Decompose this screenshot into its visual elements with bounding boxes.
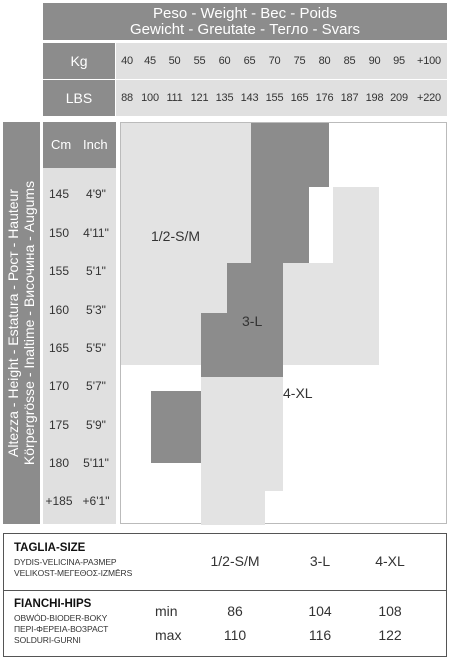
hips-subtitle-2: ΠΕΡΙ-ΦΕΡΕΙΑ-ВОЗРАСТ (14, 624, 109, 634)
lbs-value: 143 (240, 92, 259, 104)
inch-value: 5'9" (86, 418, 106, 432)
hips-max-value: 122 (378, 627, 402, 643)
lbs-label: LBS (43, 80, 115, 116)
kg-value: 80 (318, 55, 331, 67)
kg-value: 70 (268, 55, 281, 67)
zone-size3-mid (283, 263, 333, 365)
hips-max-value: 110 (223, 627, 247, 643)
hips-subtitle-3: SOLDURI-GURNI (14, 635, 81, 645)
max-label: max (155, 627, 182, 643)
cm-label: Cm (51, 137, 72, 152)
weight-header: Peso - Weight - Bec - Poids Gewicht - Gr… (43, 3, 447, 40)
height-header-line2: Körpergrösse - Inaltime - Височина - Aug… (21, 180, 37, 466)
cm-value: 180 (48, 456, 70, 470)
zone-size2 (151, 123, 329, 463)
kg-value: 95 (393, 55, 405, 67)
height-header: Altezza - Height - Estatura - Рост - Hau… (3, 122, 40, 524)
zone-label-size1: 1/2-S/M (151, 228, 201, 244)
kg-value: 45 (144, 55, 156, 67)
kg-value: 50 (168, 55, 181, 67)
lbs-value: 111 (166, 92, 183, 104)
cm-value: +185 (45, 494, 73, 508)
kg-value: 85 (343, 55, 356, 67)
size-zone-grid: 1/2-S/M 3-L 4-XL (120, 122, 447, 525)
kg-value: 65 (243, 55, 256, 67)
cm-value: 175 (48, 418, 70, 432)
cm-value: 145 (48, 187, 70, 201)
hips-min-value: 108 (378, 603, 402, 619)
taglia-subtitle-1: DYDIS-VELICINA-РАЗМЕР (14, 557, 117, 567)
cm-value: 165 (48, 341, 70, 355)
size-header: 4-XL (375, 553, 405, 569)
zone-size1 (121, 123, 251, 365)
lbs-value: 187 (340, 92, 359, 104)
height-header-line1: Altezza - Height - Estatura - Рост - Hau… (5, 188, 21, 458)
taglia-title: TAGLIA-SIZE (14, 542, 86, 554)
lbs-value: 176 (315, 92, 334, 104)
lbs-value: 198 (365, 92, 384, 104)
inch-value: 5'7" (86, 379, 106, 393)
inch-label: Inch (83, 137, 108, 152)
kg-value: 40 (121, 55, 133, 67)
lbs-value: 135 (215, 92, 234, 104)
inch-value: 5'11" (83, 456, 109, 470)
lbs-value: 88 (121, 92, 133, 104)
lbs-value: +220 (417, 92, 441, 104)
zone-size3-main (333, 187, 379, 365)
hips-title: FIANCHI-HIPS (14, 598, 92, 610)
size-header: 1/2-S/M (210, 553, 260, 569)
inch-value: 4'11" (83, 226, 109, 240)
height-column (43, 122, 116, 524)
cm-value: 160 (48, 303, 70, 317)
hips-subtitle-1: OBWÓD-BIODER-BOKY (14, 613, 108, 623)
zone-label-size2: 3-L (242, 313, 263, 329)
cm-value: 170 (48, 379, 70, 393)
taglia-subtitle-2: VELIKOST-ΜΕΓΕΘΟΣ-IZMĒRS (14, 568, 133, 578)
inch-value: 5'1" (86, 264, 106, 278)
size-header: 3-L (309, 553, 331, 569)
inch-value: 5'3" (86, 303, 106, 317)
lbs-value: 209 (390, 92, 408, 104)
lbs-row: 88 100 111 121 135 143 155 165 176 187 1… (116, 80, 447, 116)
kg-value: 55 (193, 55, 206, 67)
lbs-value: 165 (290, 92, 309, 104)
height-column-header: Cm Inch (43, 122, 116, 168)
kg-label: Kg (43, 43, 115, 79)
lbs-value: 121 (190, 92, 209, 104)
inch-value: 4'9" (86, 187, 106, 201)
cm-value: 150 (48, 226, 70, 240)
kg-value: 75 (293, 55, 306, 67)
inch-value: 5'5" (86, 341, 106, 355)
min-label: min (155, 603, 178, 619)
size-table-divider (3, 590, 447, 591)
kg-value: 60 (218, 55, 231, 67)
zone-size3-low (201, 377, 283, 525)
weight-header-line1: Peso - Weight - Bec - Poids (153, 5, 337, 22)
cm-value: 155 (48, 264, 70, 278)
lbs-value: 155 (265, 92, 284, 104)
inch-value: +6'1" (82, 494, 110, 508)
size-zones (121, 123, 379, 525)
lbs-value: 100 (141, 92, 159, 104)
kg-row: 40 45 50 55 60 65 70 75 80 85 90 95 +100 (116, 43, 447, 79)
kg-value: 90 (368, 55, 381, 67)
hips-min-value: 86 (227, 603, 243, 619)
kg-value: +100 (417, 55, 441, 67)
zone-label-size3: 4-XL (283, 385, 313, 401)
size-table (3, 533, 447, 657)
hips-min-value: 104 (308, 603, 332, 619)
hips-max-value: 116 (308, 627, 332, 643)
weight-header-line2: Gewicht - Greutate - Тегло - Svars (130, 21, 360, 38)
